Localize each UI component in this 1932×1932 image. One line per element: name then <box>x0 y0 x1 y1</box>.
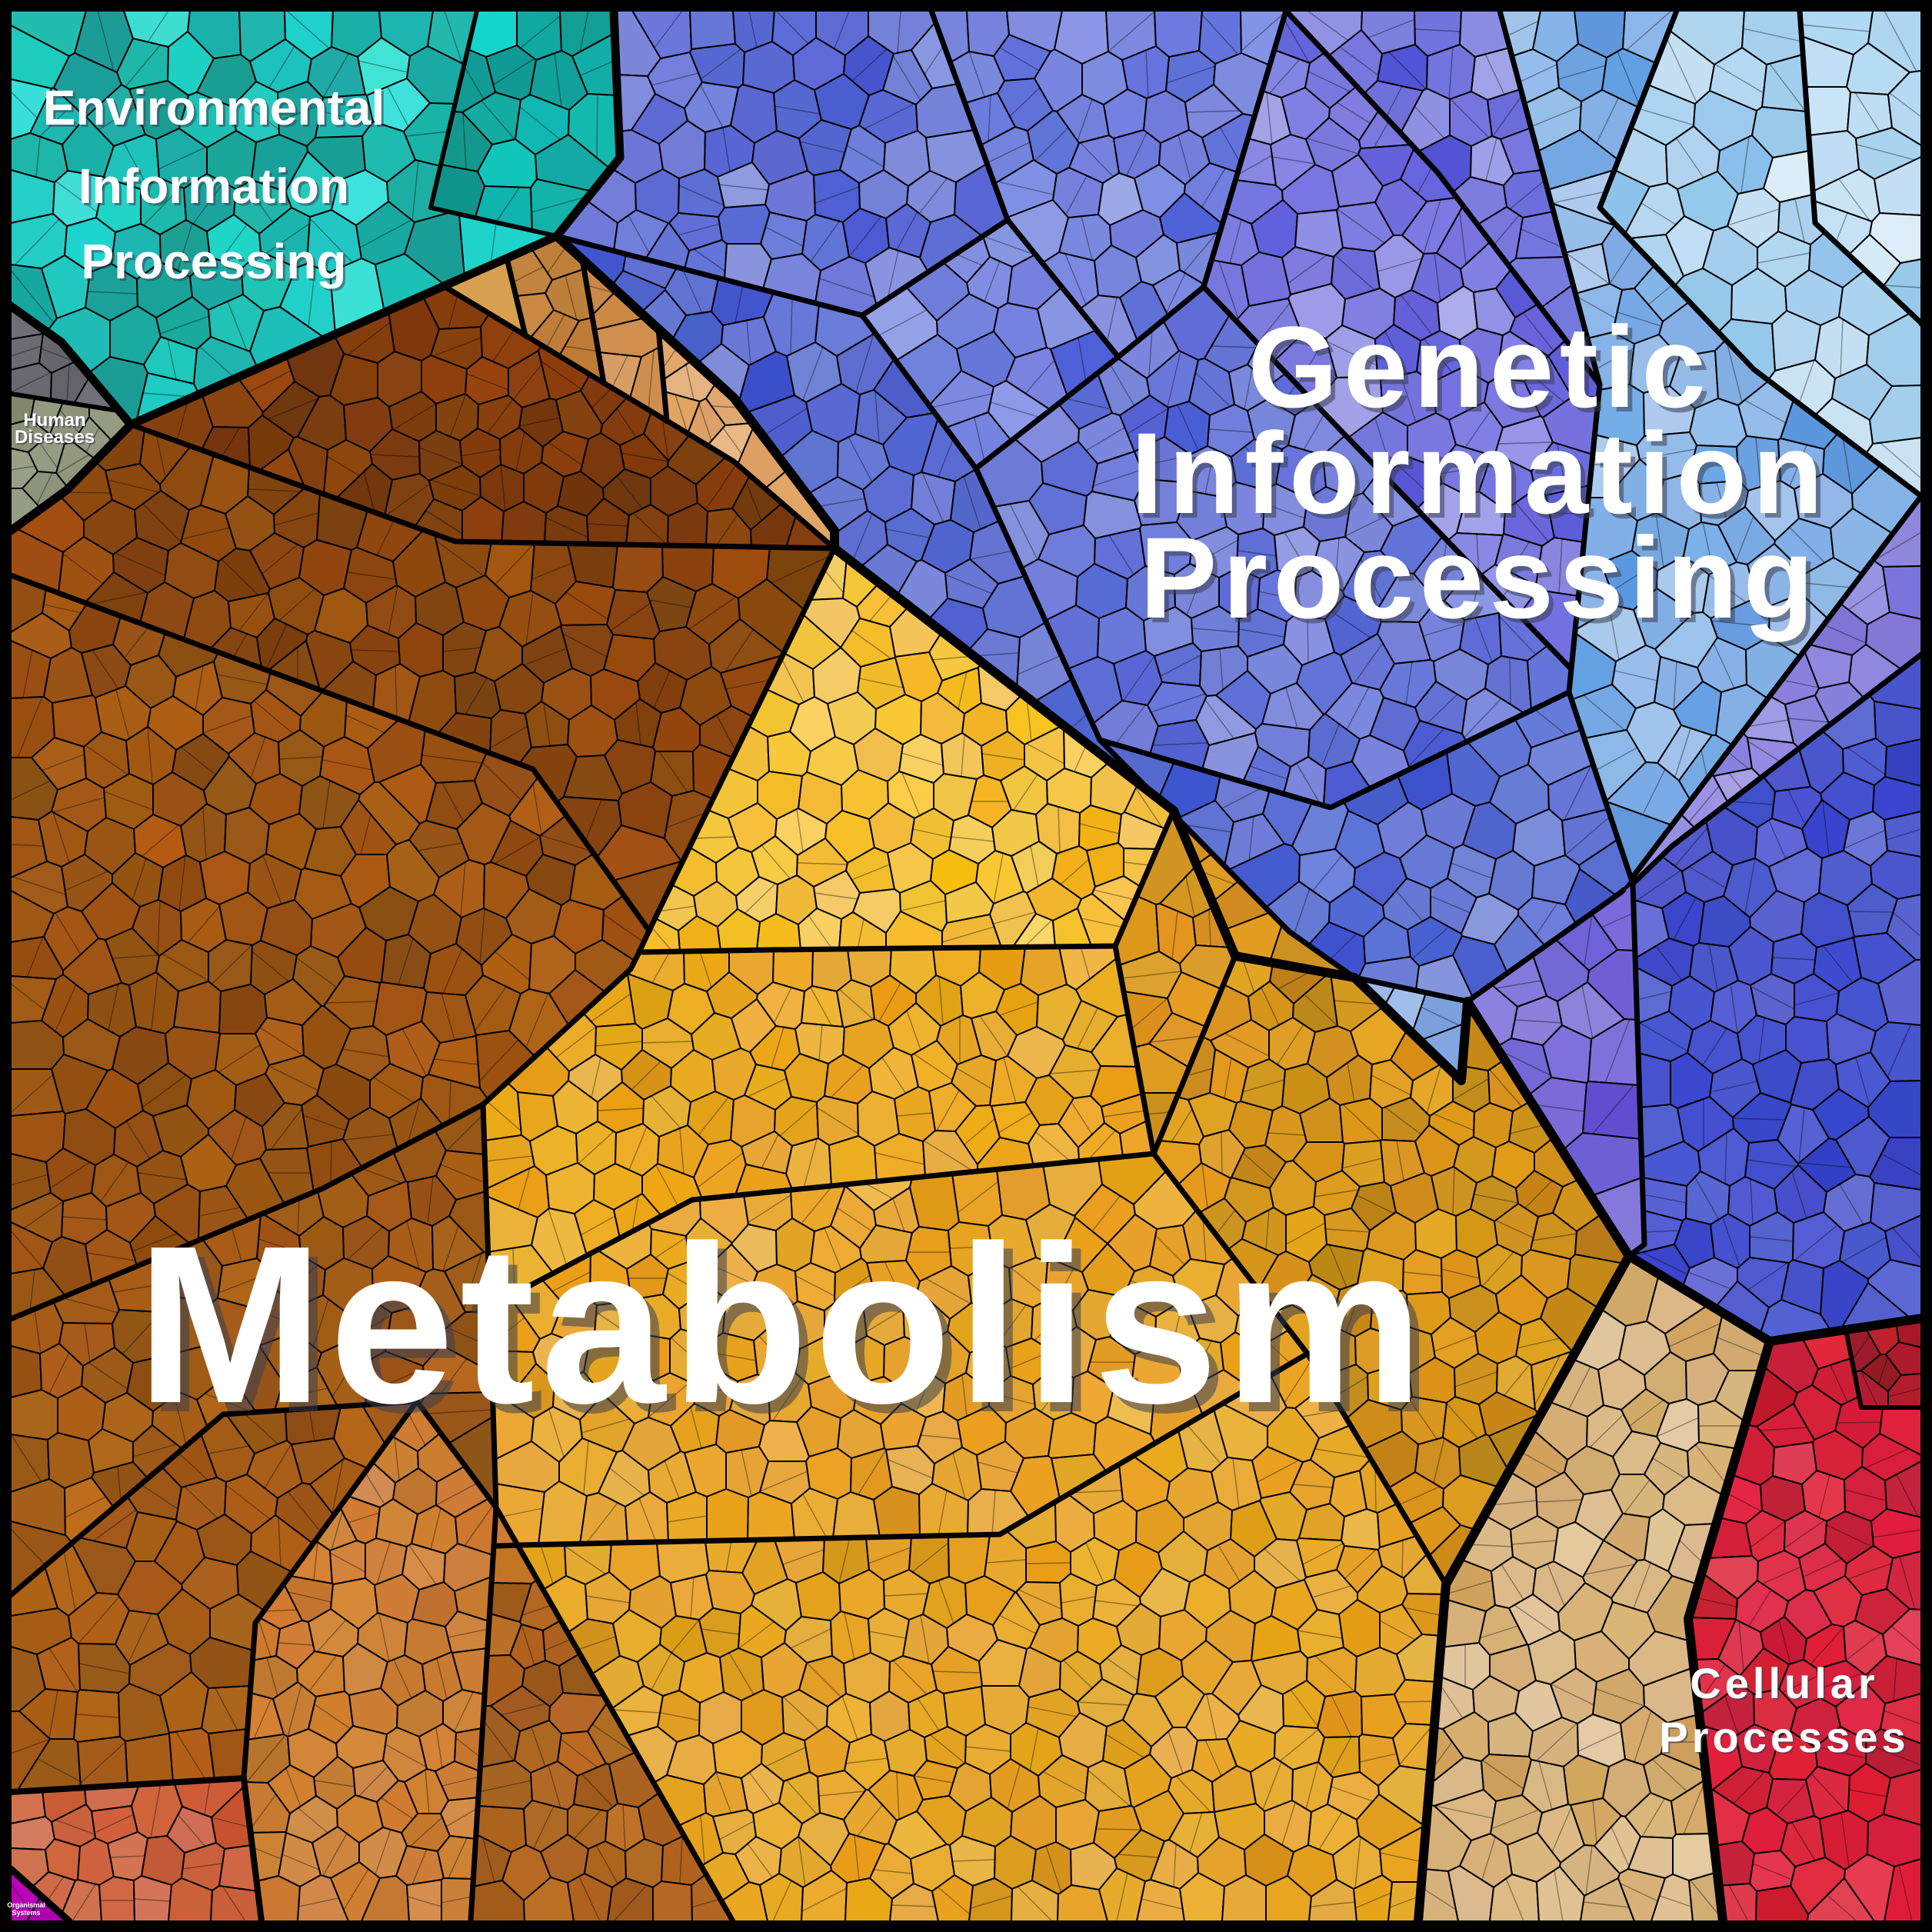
svg-text:Genetic: Genetic <box>1253 307 1717 436</box>
svg-text:Cellular: Cellular <box>1691 1661 1880 1709</box>
svg-text:Organismal: Organismal <box>8 1903 47 1910</box>
svg-text:Metabolism: Metabolism <box>145 1208 1438 1459</box>
svg-text:Diseases: Diseases <box>15 427 95 448</box>
svg-text:Information: Information <box>78 158 349 214</box>
svg-text:Human: Human <box>25 411 87 432</box>
svg-text:Information: Information <box>1131 408 1828 538</box>
svg-text:Environmental: Environmental <box>45 82 388 138</box>
svg-text:Systems: Systems <box>12 1909 40 1917</box>
svg-text:Cellular: Cellular <box>1690 1659 1878 1707</box>
svg-text:Processing: Processing <box>83 236 348 291</box>
svg-text:Processes: Processes <box>1661 1714 1910 1763</box>
svg-text:Processes: Processes <box>1659 1713 1909 1761</box>
svg-text:Information: Information <box>81 161 351 216</box>
svg-text:Environmental: Environmental <box>43 80 385 135</box>
svg-text:Human: Human <box>23 410 85 431</box>
svg-text:Systems: Systems <box>13 1910 42 1918</box>
svg-text:Metabolism: Metabolism <box>136 1199 1429 1450</box>
svg-text:Genetic: Genetic <box>1248 302 1712 431</box>
svg-text:Organismal: Organismal <box>7 1901 45 1909</box>
svg-text:Diseases: Diseases <box>16 428 96 449</box>
svg-text:Information: Information <box>1135 413 1833 542</box>
svg-text:Processing: Processing <box>1144 518 1824 647</box>
svg-text:Processing: Processing <box>81 234 346 289</box>
svg-text:Processing: Processing <box>1140 513 1820 642</box>
